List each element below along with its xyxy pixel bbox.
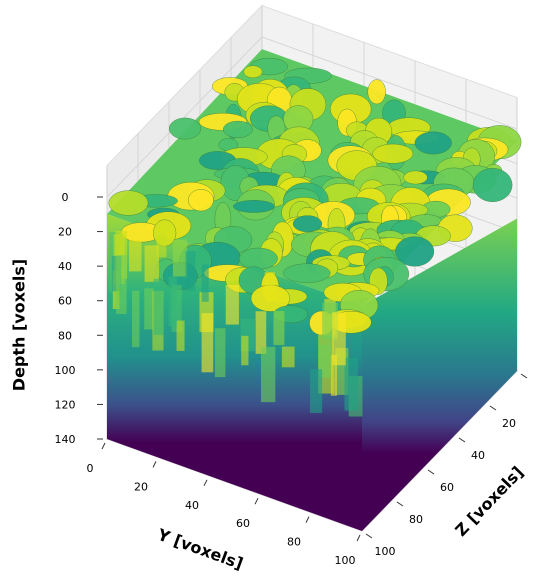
voxel-strand: [116, 255, 126, 314]
voxel-strand: [202, 264, 209, 301]
z-tick-label: 60: [440, 481, 454, 494]
voxel-strand: [261, 347, 275, 402]
voxel-blob: [373, 144, 413, 163]
voxel-strand: [173, 240, 187, 277]
y-tick-label: 0: [87, 462, 94, 475]
depth-tick-label: 40: [58, 260, 72, 273]
depth-axis-label: Depth [voxels]: [10, 259, 29, 391]
tick-mark: [255, 498, 258, 504]
tick-mark: [102, 443, 105, 449]
voxel-blob: [169, 118, 201, 139]
y-tick-label: 60: [236, 517, 250, 530]
voxel-blob: [368, 80, 386, 104]
tick-mark: [459, 438, 465, 442]
depth-tick-label: 120: [55, 398, 76, 411]
voxel-strand: [169, 277, 177, 327]
voxel-blob: [473, 168, 512, 202]
voxel-strand: [185, 251, 195, 291]
voxel-strand: [156, 235, 166, 257]
tick-mark: [490, 406, 496, 410]
depth-tick-label: 20: [58, 226, 72, 239]
voxel-strand: [202, 313, 214, 372]
z-tick-label: 20: [502, 417, 516, 430]
y-axis-label: Y [voxels]: [154, 525, 245, 574]
tick-mark: [153, 461, 156, 467]
tick-mark: [306, 517, 309, 523]
z-tick-label: 80: [409, 513, 423, 526]
voxel-blob: [244, 66, 263, 78]
voxel-blob: [283, 264, 330, 283]
y-tick-label: 80: [287, 536, 301, 549]
y-tick-label: 20: [134, 480, 148, 493]
voxel-blob: [239, 248, 277, 269]
voxel-strand: [177, 321, 185, 351]
tick-mark: [366, 534, 372, 538]
depth-tick-label: 140: [55, 433, 76, 446]
depth-tick-label: 60: [58, 295, 72, 308]
voxel-strand: [282, 347, 295, 368]
z-tick-label: 100: [375, 545, 396, 558]
voxel-blob: [233, 200, 274, 212]
voxel-strand: [154, 279, 164, 335]
chart: 0204060801001201400204060801000204060801…: [0, 0, 537, 580]
depth-tick-label: 0: [62, 191, 69, 204]
voxel-blob: [404, 171, 428, 184]
voxel-strand: [144, 288, 153, 329]
voxel-strand: [132, 291, 139, 347]
voxel-blob: [293, 216, 322, 232]
voxel-blob: [223, 121, 252, 138]
z-axis-label: Z [voxels]: [451, 463, 527, 541]
tick-mark: [204, 480, 207, 486]
y-tick-label: 100: [335, 554, 356, 567]
voxel-strand: [273, 311, 284, 345]
voxel-strand: [265, 272, 275, 300]
tick-mark: [428, 470, 434, 474]
voxel-strand: [129, 240, 141, 271]
depth-tick-label: 80: [58, 329, 72, 342]
y-tick-label: 40: [185, 499, 199, 512]
tick-mark: [397, 502, 403, 506]
voxel-strand: [344, 358, 357, 411]
voxel-blob: [415, 132, 452, 154]
tick-mark: [521, 374, 527, 378]
depth-tick-label: 100: [55, 364, 76, 377]
voxel-strand: [332, 312, 346, 365]
voxel-strand: [215, 328, 226, 377]
voxel-blob: [188, 189, 213, 211]
voxel-blob: [109, 191, 148, 216]
voxel-strand: [310, 369, 322, 413]
voxel-strand: [241, 336, 248, 365]
tick-mark: [357, 535, 360, 541]
z-tick-label: 40: [471, 449, 485, 462]
voxel-strand: [226, 285, 239, 325]
